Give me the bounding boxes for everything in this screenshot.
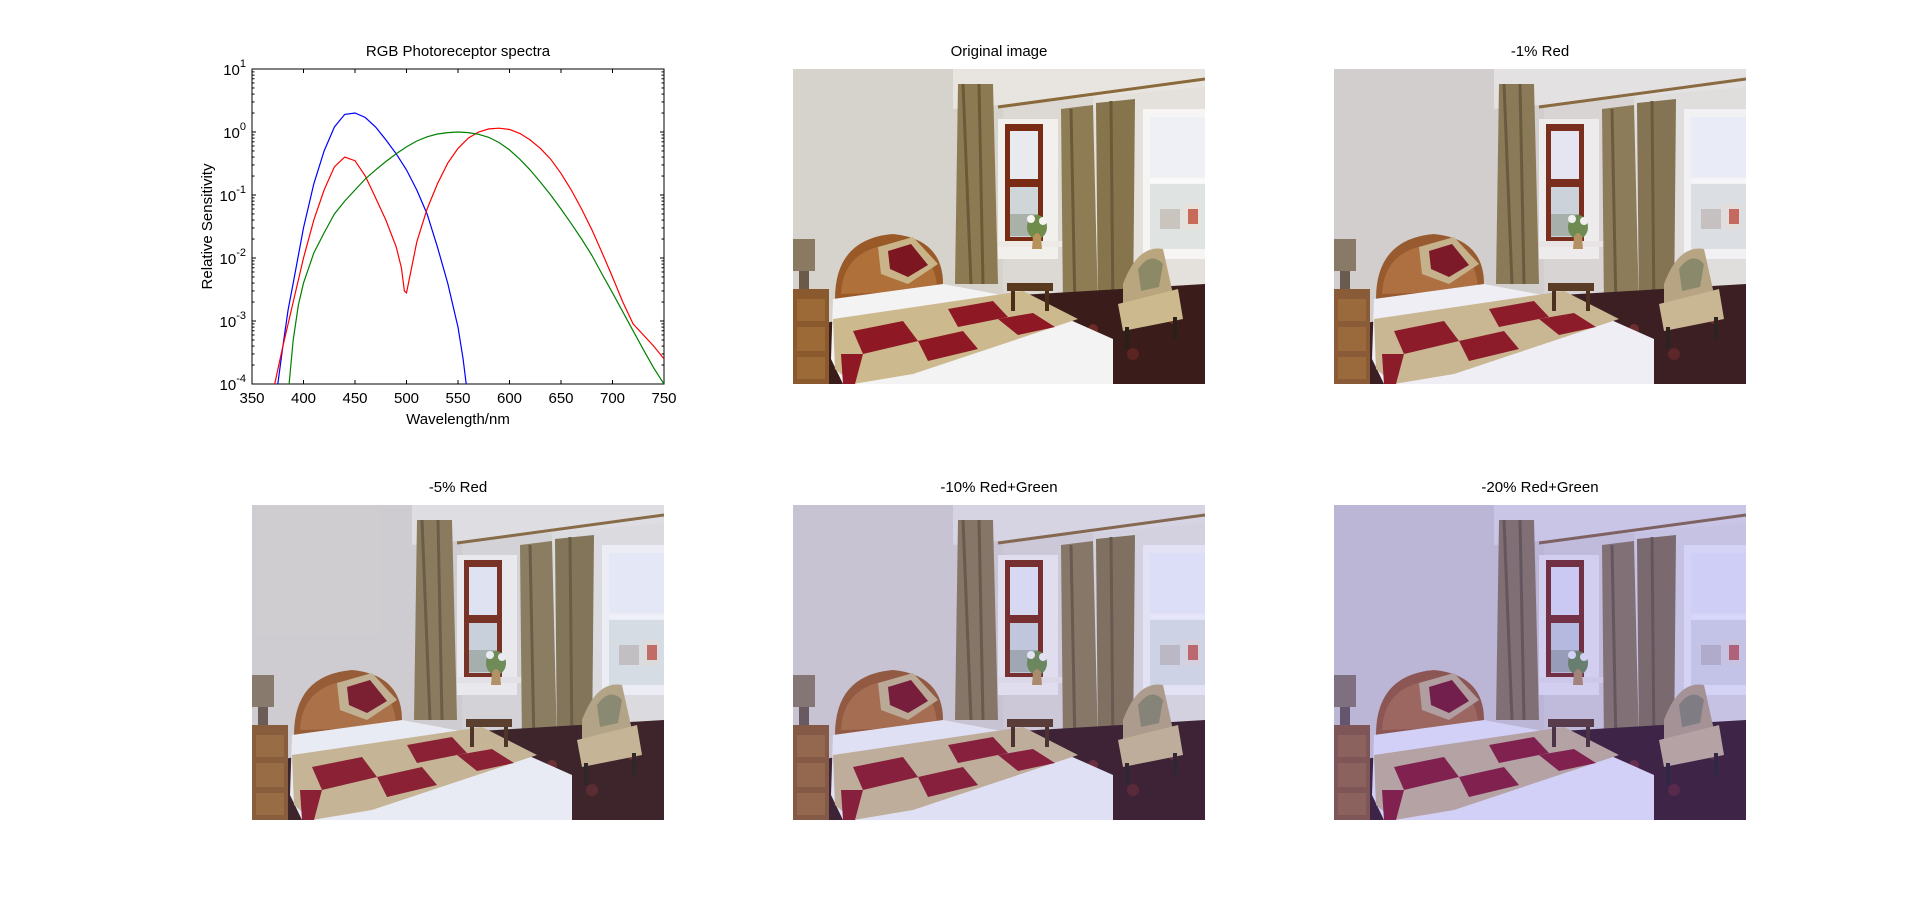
bedroom-photo-minus1-red (1334, 69, 1746, 384)
y-tick-label: 10-4 (220, 373, 246, 394)
y-tick-label: 10-2 (220, 247, 246, 268)
panel-title-minus20-redgreen: -20% Red+Green (1481, 479, 1599, 496)
x-tick-label: 500 (394, 390, 419, 407)
series-line-1 (274, 127, 664, 384)
x-tick-label: 700 (600, 390, 625, 407)
bedroom-image (793, 69, 1205, 384)
x-tick-label: 400 (291, 390, 316, 407)
bedroom-photo-minus20-redgreen (1334, 505, 1746, 820)
bedroom-image (1334, 505, 1746, 820)
bedroom-photo-minus5-red (252, 505, 664, 820)
y-tick-label: 100 (223, 121, 246, 142)
bedroom-image (252, 505, 664, 820)
bedroom-photo-original (793, 69, 1205, 384)
y-tick-label: 10-1 (220, 184, 246, 205)
y-tick-label: 101 (223, 58, 246, 79)
panel-title-minus10-redgreen: -10% Red+Green (940, 479, 1058, 496)
panel-title-original: Original image (950, 43, 1048, 60)
bedroom-image (793, 505, 1205, 820)
x-axis-label: Wavelength/nm (406, 411, 510, 428)
x-tick-label: 350 (239, 390, 264, 407)
x-tick-label: 450 (342, 390, 367, 407)
series-line-2 (288, 131, 664, 384)
x-tick-label: 550 (445, 390, 470, 407)
plot-frame (251, 68, 665, 385)
panel-title-minus5-red: -5% Red (428, 479, 488, 496)
y-axis-label: Relative Sensitivity (199, 163, 216, 289)
panel-title-minus1-red: -1% Red (1510, 43, 1570, 60)
y-tick-label: 10-3 (220, 310, 246, 331)
x-tick-label: 750 (651, 390, 676, 407)
chart-title: RGB Photoreceptor spectra (365, 43, 551, 60)
bedroom-image (1334, 69, 1746, 384)
series-line-0 (277, 112, 467, 384)
x-tick-label: 650 (548, 390, 573, 407)
bedroom-photo-minus10-redgreen (793, 505, 1205, 820)
x-tick-label: 600 (497, 390, 522, 407)
